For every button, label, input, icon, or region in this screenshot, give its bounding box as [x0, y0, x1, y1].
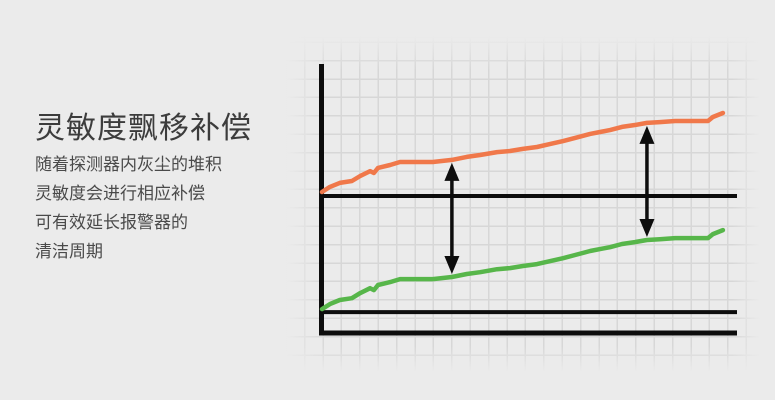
- chart-grid: [286, 36, 760, 372]
- description-line-2: 灵敏度会进行相应补偿: [35, 184, 205, 204]
- series-lines: [319, 110, 726, 312]
- compensation-gap-arrows: [444, 125, 655, 274]
- description-line-4: 清洁周期: [35, 242, 103, 262]
- description-line-1: 随着探测器内灰尘的堆积: [35, 155, 222, 175]
- description-line-3: 可有效延长报警器的: [35, 213, 188, 233]
- text-block: 灵敏度飘移补偿 随着探测器内灰尘的堆积 灵敏度会进行相应补偿 可有效延长报警器的…: [35, 110, 285, 272]
- reference-lines: [322, 194, 737, 315]
- page-title: 灵敏度飘移补偿: [35, 111, 252, 146]
- gap-arrow-2-head-down-icon: [639, 219, 655, 238]
- gap-arrow-1-head-down-icon: [444, 255, 460, 274]
- orange-compensated-sensitivity-polyline: [319, 110, 726, 195]
- gap-arrow-1-head-up-icon: [444, 162, 460, 181]
- green-drifting-baseline-polyline: [319, 227, 726, 312]
- gap-arrow-2-head-up-icon: [639, 125, 655, 144]
